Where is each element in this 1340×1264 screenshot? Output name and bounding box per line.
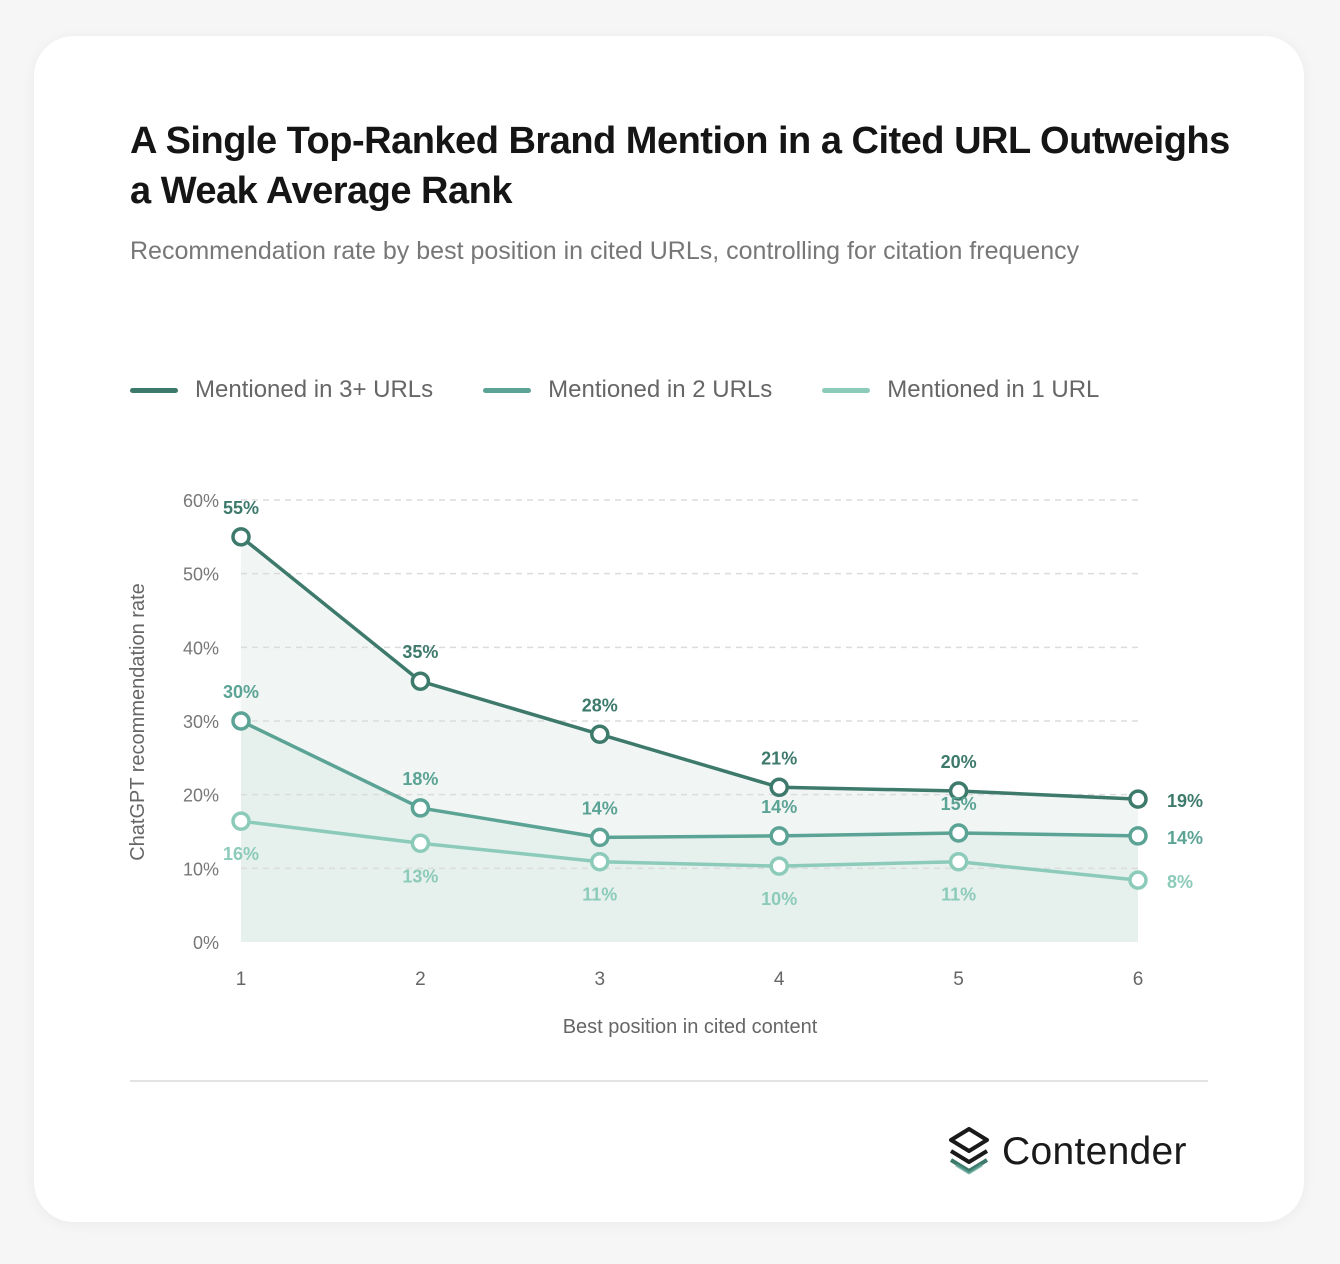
data-label: 19% — [1167, 791, 1203, 811]
data-point — [1128, 870, 1148, 890]
data-point — [769, 826, 789, 846]
x-tick-label: 5 — [953, 969, 964, 990]
data-label: 30% — [223, 682, 259, 702]
data-point — [231, 711, 251, 731]
data-point — [410, 671, 431, 691]
data-label: 11% — [941, 885, 976, 905]
data-point — [231, 811, 251, 831]
legend-label-1: Mentioned in 1 URL — [887, 376, 1100, 403]
x-tick-label: 1 — [236, 969, 247, 990]
chart-title: A Single Top-Ranked Brand Mention in a C… — [130, 120, 1230, 212]
data-label: 16% — [223, 844, 259, 864]
legend-swatch-3plus — [130, 387, 178, 393]
chart-subtitle: Recommendation rate by best position in … — [130, 237, 1080, 265]
data-label: 55% — [223, 498, 259, 518]
data-point — [410, 798, 431, 818]
data-point — [948, 781, 969, 801]
series-line — [240, 719, 1139, 840]
y-tick-label: 0% — [193, 933, 219, 953]
chart-card — [34, 36, 1304, 1222]
data-point — [948, 851, 969, 872]
legend-item-3plus: Mentioned in 3+ URLs — [130, 376, 433, 404]
series-line — [240, 819, 1139, 882]
data-point — [410, 833, 431, 854]
data-label: 11% — [582, 885, 617, 905]
x-axis-title: Best position in cited content — [563, 1016, 818, 1038]
data-label: 15% — [941, 794, 977, 814]
data-label: 13% — [402, 866, 438, 886]
y-tick-label: 40% — [183, 638, 219, 658]
series-line — [239, 535, 1139, 801]
data-point — [590, 851, 610, 872]
brand-name: Contender — [1002, 1130, 1187, 1173]
legend-swatch-2 — [483, 387, 532, 393]
legend-label-3plus: Mentioned in 3+ URLs — [195, 376, 434, 403]
data-label: 14% — [582, 798, 618, 818]
y-tick-label: 50% — [183, 565, 219, 585]
y-tick-label: 20% — [183, 786, 219, 806]
x-tick-label: 4 — [774, 969, 785, 990]
y-tick-label: 30% — [183, 712, 219, 732]
x-tick-label: 6 — [1133, 969, 1144, 990]
layers-icon — [949, 1127, 989, 1175]
divider — [130, 1080, 1208, 1082]
legend-item-1: Mentioned in 1 URL — [822, 376, 1099, 404]
y-axis-title: ChatGPT recommendation rate — [127, 583, 149, 861]
data-point — [769, 856, 789, 876]
data-point — [590, 827, 610, 848]
area-fill-3plus — [241, 536, 1138, 942]
data-label: 10% — [761, 889, 797, 909]
data-label: 21% — [761, 748, 797, 768]
legend-label-2: Mentioned in 2 URLs — [548, 376, 773, 403]
legend-swatch-1 — [822, 387, 871, 393]
x-tick-label: 2 — [415, 969, 426, 990]
y-tick-label: 60% — [183, 491, 219, 511]
data-label: 14% — [761, 797, 797, 817]
data-label: 35% — [402, 642, 438, 662]
data-point — [948, 823, 969, 843]
data-point — [1128, 826, 1148, 846]
data-point — [769, 777, 789, 798]
data-label: 20% — [941, 752, 977, 772]
x-tick-label: 3 — [595, 969, 606, 990]
legend: Mentioned in 3+ URLs Mentioned in 2 URLs… — [130, 373, 1149, 407]
data-label: 28% — [582, 695, 618, 715]
area-fill-2 — [241, 721, 1138, 942]
data-point — [1128, 789, 1148, 809]
legend-item-2: Mentioned in 2 URLs — [483, 376, 772, 404]
brand-logo: Contender — [948, 1126, 1187, 1178]
data-point — [590, 724, 610, 745]
data-label: 18% — [402, 769, 438, 789]
data-point — [231, 527, 251, 547]
data-label: 14% — [1167, 828, 1203, 848]
data-label: 8% — [1167, 872, 1193, 892]
y-tick-label: 10% — [183, 859, 219, 879]
